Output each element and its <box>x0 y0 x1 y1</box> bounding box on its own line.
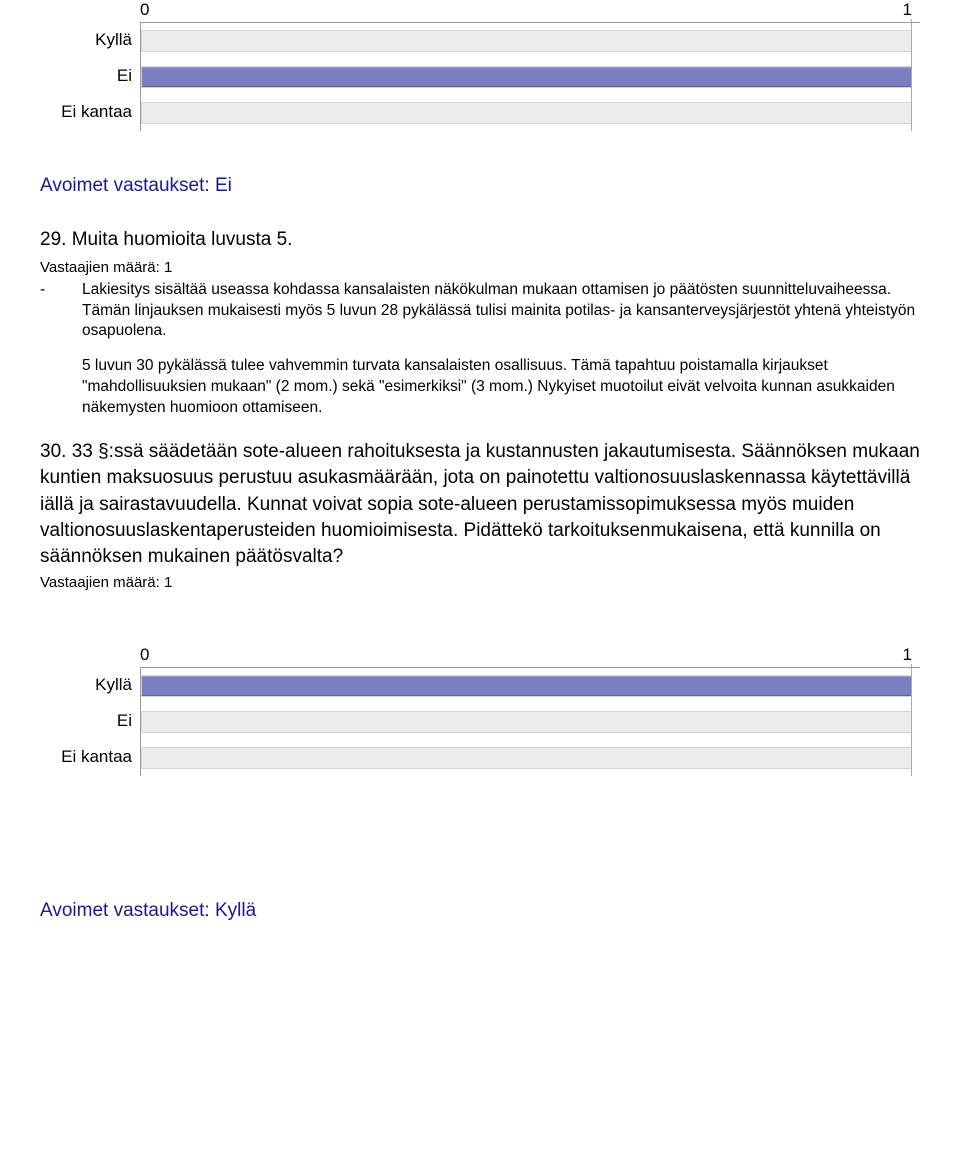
bar-track <box>141 30 912 52</box>
chart-y-labels: Kyllä Ei Ei kantaa <box>40 22 140 131</box>
chart-row <box>141 23 920 59</box>
bar-track <box>141 675 912 697</box>
chart-body: Kyllä Ei Ei kantaa <box>40 667 920 776</box>
chart-q28: 0 1 Kyllä Ei Ei kantaa <box>40 0 920 131</box>
chart-q30: 0 1 Kyllä Ei Ei kantaa <box>40 645 920 776</box>
respondents-count: Vastaajien määrä: 1 <box>40 259 920 276</box>
chart-y-labels: Kyllä Ei Ei kantaa <box>40 667 140 776</box>
chart-row <box>141 668 920 704</box>
chart-row <box>141 95 920 131</box>
axis-min: 0 <box>140 0 149 20</box>
chart-label-kylla: Kyllä <box>40 667 140 703</box>
bar-track <box>141 747 912 769</box>
answer-paragraph: 5 luvun 30 pykälässä tulee vahvemmin tur… <box>40 356 920 419</box>
chart-label-ei: Ei <box>40 703 140 739</box>
bar-track <box>141 102 912 124</box>
bar-track <box>141 711 912 733</box>
bar-fill <box>142 676 911 696</box>
chart-label-eikantaa: Ei kantaa <box>40 94 140 130</box>
chart-label-ei: Ei <box>40 58 140 94</box>
axis-max: 1 <box>903 645 912 665</box>
bar-track <box>141 66 912 88</box>
bullet-dash: - <box>40 280 82 301</box>
chart-label-eikantaa: Ei kantaa <box>40 739 140 775</box>
chart-axis: 0 1 <box>40 645 920 665</box>
answer-bullet: -Lakiesitys sisältää useassa kohdassa ka… <box>40 280 920 343</box>
chart-body: Kyllä Ei Ei kantaa <box>40 22 920 131</box>
chart-row <box>141 59 920 95</box>
axis-min: 0 <box>140 645 149 665</box>
open-answers-label: Avoimet vastaukset: Ei <box>40 175 920 197</box>
chart-plot <box>140 667 920 776</box>
open-answers-label: Avoimet vastaukset: Kyllä <box>40 900 920 922</box>
respondents-count: Vastaajien määrä: 1 <box>40 574 920 591</box>
chart-axis: 0 1 <box>40 0 920 20</box>
chart-plot <box>140 22 920 131</box>
axis-max: 1 <box>903 0 912 20</box>
chart-label-kylla: Kyllä <box>40 22 140 58</box>
q30-lead: 30. 33 §:ssä säädetään sote-alueen rahoi… <box>40 441 741 462</box>
question-30-text: 30. 33 §:ssä säädetään sote-alueen rahoi… <box>40 439 920 570</box>
bullet-text: Lakiesitys sisältää useassa kohdassa kan… <box>82 281 915 340</box>
chart-row <box>141 740 920 776</box>
bar-fill <box>142 67 911 87</box>
chart-row <box>141 704 920 740</box>
question-29-heading: 29. Muita huomioita luvusta 5. <box>40 227 920 253</box>
